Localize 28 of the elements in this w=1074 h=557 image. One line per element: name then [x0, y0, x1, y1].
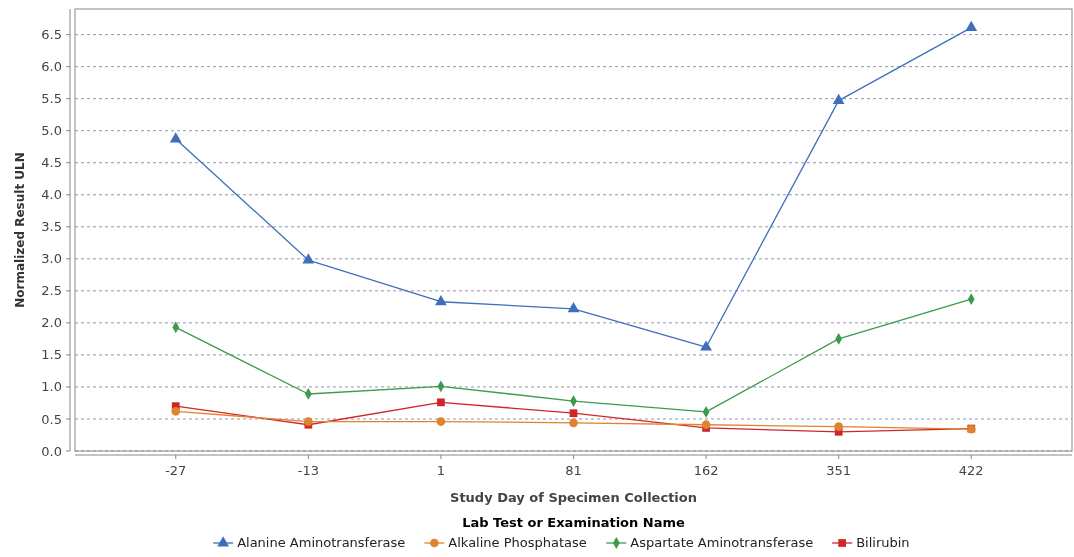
legend-label: Aspartate Aminotransferase: [630, 535, 814, 550]
y-tick-label: 3.0: [41, 251, 62, 267]
y-tick-label: 0.5: [41, 411, 62, 427]
legend-title: Lab Test or Examination Name: [462, 515, 685, 530]
legend-label: Bilirubin: [856, 535, 910, 550]
x-tick-label: 1: [436, 463, 446, 478]
x-axis-title: Study Day of Specimen Collection: [450, 490, 697, 505]
x-tick-label: 162: [693, 463, 719, 478]
y-tick-label: 1.5: [41, 347, 62, 363]
x-tick-label: 351: [826, 463, 852, 478]
y-tick-label: 5.5: [41, 91, 62, 107]
y-tick-label: 6.0: [41, 59, 62, 75]
y-tick-label: 4.0: [41, 187, 62, 203]
legend-label: Alkaline Phosphatase: [448, 535, 587, 550]
y-tick-label: 2.5: [41, 283, 62, 299]
x-tick-label: -13: [297, 463, 319, 478]
x-tick-label: -27: [165, 463, 187, 478]
x-tick-label: 81: [565, 463, 582, 478]
y-tick-label: 1.0: [41, 379, 62, 395]
y-tick-label: 2.0: [41, 315, 62, 331]
y-tick-label: 0.0: [41, 443, 62, 459]
y-tick-label: 4.5: [41, 155, 62, 171]
y-tick-label: 3.5: [41, 219, 62, 235]
y-tick-label: 5.0: [41, 123, 62, 139]
x-tick-label: 422: [958, 463, 984, 478]
y-axis-title: Normalized Result ULN: [13, 152, 27, 308]
legend-label: Alanine Aminotransferase: [237, 535, 406, 550]
y-tick-label: 6.5: [41, 27, 62, 43]
